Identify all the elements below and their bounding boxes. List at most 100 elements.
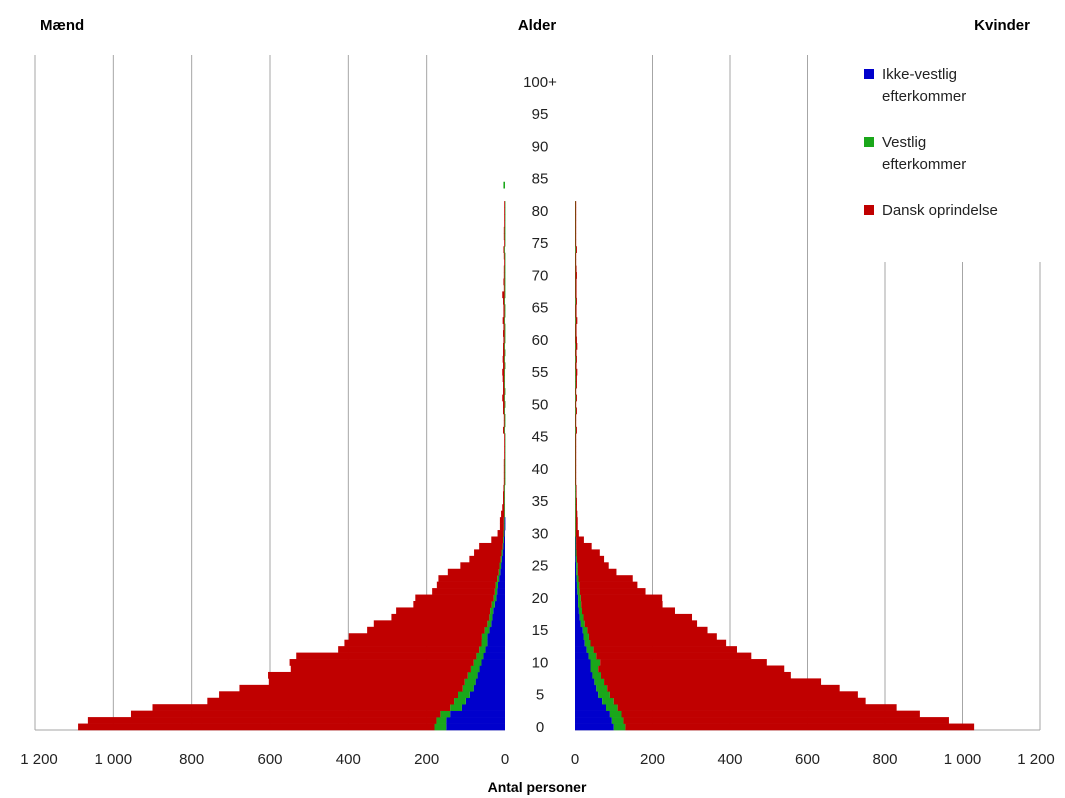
bar-women-vestlig-age-21 (577, 588, 580, 595)
header-men: Mænd (40, 17, 84, 34)
bar-women-dansk-age-53 (575, 381, 577, 389)
bar-men-ikke_vestlig-age-0 (446, 723, 505, 731)
bar-men-ikke_vestlig-age-8 (477, 671, 505, 679)
bar-men-dansk-age-57 (502, 355, 505, 363)
bar-women-vestlig-age-32 (575, 517, 576, 524)
bar-women-dansk-age-10 (600, 659, 767, 666)
bar-men-dansk-age-25 (460, 562, 500, 570)
bar-women-vestlig-age-53 (575, 381, 576, 389)
bar-men-vestlig-age-13 (481, 639, 488, 647)
bar-women-vestlig-age-37 (575, 484, 576, 492)
bar-women-dansk-age-4 (613, 697, 866, 705)
bar-women-vestlig-age-12 (586, 646, 594, 653)
bar-men-vestlig-age-36 (504, 491, 506, 499)
bar-men-ikke_vestlig-age-23 (499, 575, 506, 582)
bar-women-vestlig-age-16 (580, 620, 585, 628)
bar-women-dansk-age-66 (575, 297, 577, 305)
bar-women-vestlig-age-17 (579, 613, 584, 621)
age-label-25: 25 (532, 558, 549, 575)
bar-men-ikke_vestlig-age-24 (500, 568, 505, 576)
bar-men-dansk-age-29 (491, 536, 504, 544)
bar-women-ikke_vestlig-age-8 (575, 671, 593, 679)
bar-women-vestlig-age-29 (575, 536, 577, 544)
bars-men (78, 181, 506, 731)
bar-women-ikke_vestlig-age-21 (575, 588, 578, 595)
bar-men-vestlig-age-35 (504, 497, 506, 505)
x-tick-women-200: 200 (640, 751, 665, 768)
bar-men-vestlig-age-22 (495, 581, 498, 589)
legend-label-dansk-0: Dansk oprindelse (882, 202, 998, 219)
bar-women-dansk-age-57 (575, 355, 577, 363)
bar-men-vestlig-age-30 (503, 530, 505, 537)
bar-women-dansk-age-69 (575, 278, 577, 286)
bar-women-dansk-age-73 (575, 252, 577, 260)
bar-men-dansk-age-10 (289, 659, 474, 666)
bar-women-ikke_vestlig-age-13 (575, 639, 585, 647)
bar-men-dansk-age-71 (503, 265, 505, 273)
bar-women-ikke_vestlig-age-22 (575, 581, 577, 589)
bar-men-dansk-age-8 (268, 671, 468, 679)
x-tick-men-0: 0 (501, 751, 509, 768)
bar-men-dansk-age-74 (503, 246, 505, 253)
bar-women-dansk-age-51 (575, 394, 577, 402)
bar-women-dansk-age-58 (575, 349, 577, 357)
bars-women (575, 201, 975, 731)
bar-women-vestlig-age-5 (598, 691, 610, 699)
bar-women-vestlig-age-4 (602, 697, 614, 705)
bar-men-vestlig-age-47 (504, 420, 506, 428)
x-axis-label: Antal personer (488, 779, 587, 795)
bar-men-vestlig-age-70 (504, 272, 506, 279)
bar-men-vestlig-age-29 (503, 536, 504, 544)
bar-men-ikke_vestlig-age-28 (503, 542, 505, 550)
bar-men-ikke_vestlig-age-27 (502, 549, 505, 557)
x-tick-labels-women: 0 200 400 600 800 1 000 1 200 (571, 751, 1055, 768)
bar-women-dansk-age-52 (575, 388, 577, 395)
bar-men-dansk-age-0 (78, 723, 435, 731)
bar-men-ikke_vestlig-age-16 (491, 620, 505, 628)
bar-women-dansk-age-38 (575, 478, 577, 486)
bar-men-vestlig-age-69 (504, 278, 506, 286)
bar-women-dansk-age-49 (575, 407, 577, 415)
bar-men-ikke_vestlig-age-10 (481, 659, 505, 666)
bar-men-dansk-age-36 (503, 491, 505, 499)
bar-women-dansk-age-1 (623, 717, 949, 724)
bar-men-dansk-age-11 (296, 652, 477, 660)
bar-men-dansk-age-80 (504, 207, 506, 215)
age-label-100+: 100+ (523, 74, 557, 91)
bar-men-dansk-age-45 (504, 433, 506, 441)
bar-men-dansk-age-61 (503, 330, 505, 337)
bar-men-dansk-age-37 (503, 484, 505, 492)
age-label-80: 80 (532, 203, 549, 220)
bar-women-vestlig-age-3 (606, 704, 618, 711)
bar-women-dansk-age-67 (575, 291, 577, 299)
bar-men-vestlig-age-19 (491, 601, 495, 608)
age-label-15: 15 (532, 622, 549, 639)
bar-men-dansk-age-21 (432, 588, 495, 595)
bar-women-dansk-age-42 (575, 452, 577, 460)
age-label-45: 45 (532, 429, 549, 446)
bar-men-ikke_vestlig-age-12 (485, 646, 505, 653)
bar-women-dansk-age-32 (575, 517, 578, 524)
age-label-65: 65 (532, 300, 549, 317)
bar-women-dansk-age-33 (575, 510, 578, 518)
bar-women-vestlig-age-1 (611, 717, 624, 724)
bar-men-vestlig-age-49 (504, 407, 506, 415)
bar-men-dansk-age-32 (499, 517, 504, 524)
bar-women-dansk-age-11 (596, 652, 752, 660)
bar-men-vestlig-age-41 (504, 459, 506, 466)
bar-men-vestlig-age-12 (479, 646, 486, 653)
bar-women-vestlig-age-66 (575, 297, 576, 305)
bar-women-ikke_vestlig-age-0 (575, 723, 614, 731)
bar-women-dansk-age-55 (575, 368, 578, 376)
bar-women-vestlig-age-22 (576, 581, 580, 589)
bar-men-dansk-age-75 (504, 239, 506, 247)
bar-men-vestlig-age-51 (504, 394, 506, 402)
bar-men-ikke_vestlig-age-4 (465, 697, 505, 705)
bar-men-vestlig-age-7 (464, 678, 476, 686)
bar-men-vestlig-age-38 (504, 478, 506, 486)
bar-women-vestlig-age-8 (592, 671, 601, 679)
bar-men-vestlig-age-84 (503, 181, 505, 189)
bar-women-dansk-age-79 (575, 214, 577, 221)
bar-men-dansk-age-6 (239, 684, 463, 692)
bar-women-ikke_vestlig-age-20 (575, 594, 579, 602)
